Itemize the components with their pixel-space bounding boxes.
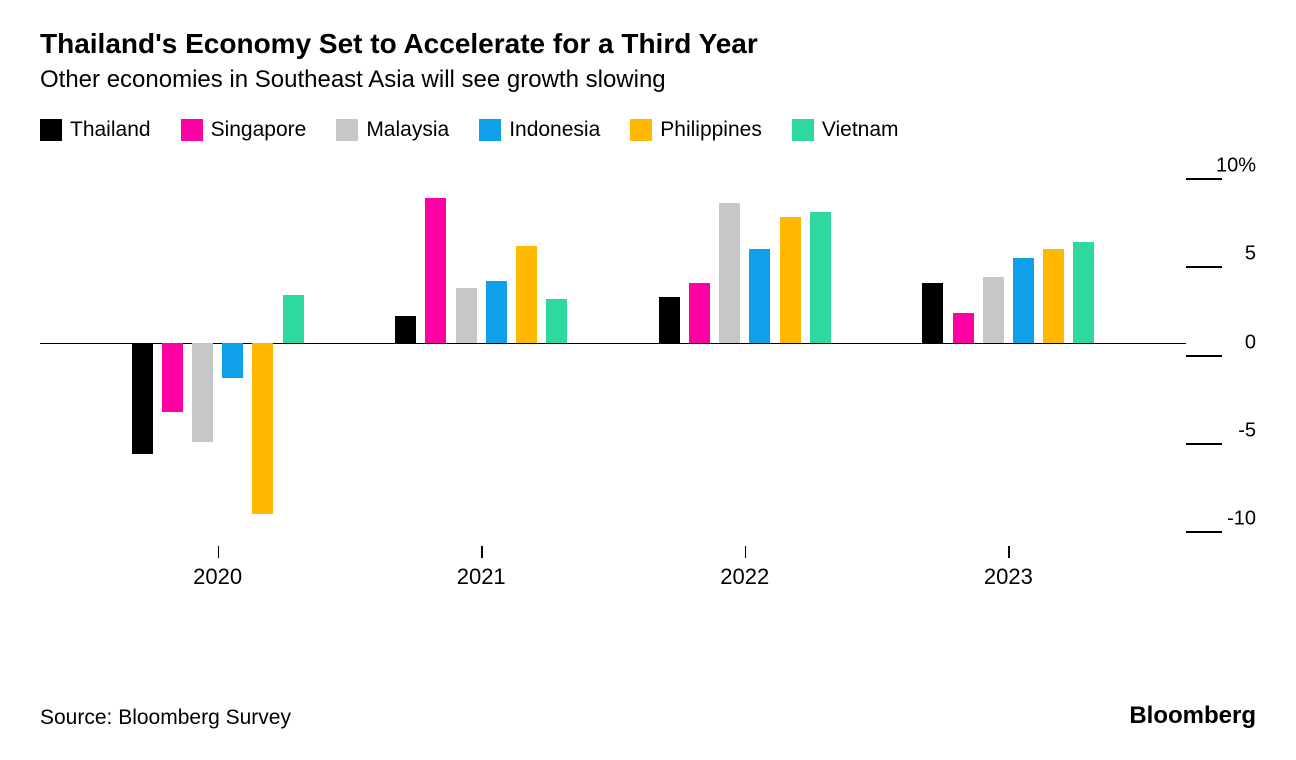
legend-item: Singapore: [181, 118, 307, 142]
y-axis-tick: [1186, 355, 1222, 357]
source-text: Source: Bloomberg Survey: [40, 706, 291, 730]
x-axis-label: 2021: [457, 564, 506, 590]
legend: Thailand Singapore Malaysia Indonesia Philip…: [40, 118, 1256, 142]
bar: [810, 212, 831, 343]
legend-label: Indonesia: [509, 118, 600, 142]
y-axis-label: -5: [1196, 420, 1256, 443]
legend-label: Singapore: [211, 118, 307, 142]
bar: [486, 281, 507, 343]
bar: [689, 283, 710, 343]
chart-area: 10%50-5-102020202120222023: [40, 166, 1186, 596]
bar: [780, 217, 801, 342]
x-axis-tick: [218, 546, 220, 558]
chart-title: Thailand's Economy Set to Accelerate for…: [40, 28, 1256, 60]
bar: [425, 198, 446, 343]
bar: [922, 283, 943, 343]
legend-item: Philippines: [630, 118, 762, 142]
bar: [222, 343, 243, 378]
y-axis-tick: [1186, 266, 1222, 268]
legend-item: Vietnam: [792, 118, 899, 142]
legend-swatch: [40, 119, 62, 141]
chart-footer: Source: Bloomberg Survey Bloomberg: [40, 702, 1256, 730]
legend-label: Thailand: [70, 118, 151, 142]
x-axis-label: 2023: [984, 564, 1033, 590]
x-axis-label: 2022: [720, 564, 769, 590]
bar: [192, 343, 213, 442]
bar: [516, 246, 537, 343]
y-axis-label: -10: [1196, 508, 1256, 531]
bar: [132, 343, 153, 454]
legend-swatch: [336, 119, 358, 141]
legend-item: Indonesia: [479, 118, 600, 142]
bar: [395, 316, 416, 343]
legend-label: Philippines: [660, 118, 762, 142]
y-axis-tick: [1186, 443, 1222, 445]
legend-label: Vietnam: [822, 118, 899, 142]
chart-subtitle: Other economies in Southeast Asia will s…: [40, 66, 1256, 94]
y-axis-label: 5: [1196, 243, 1256, 266]
bar: [719, 203, 740, 343]
x-axis-tick: [1008, 546, 1010, 558]
bar: [546, 299, 567, 343]
legend-swatch: [792, 119, 814, 141]
legend-item: Thailand: [40, 118, 151, 142]
bar: [162, 343, 183, 412]
y-axis-label: 10%: [1196, 155, 1256, 178]
bar: [283, 295, 304, 343]
x-axis-tick: [481, 546, 483, 558]
plot-area: 10%50-5-102020202120222023: [40, 166, 1186, 546]
bar: [456, 288, 477, 343]
legend-swatch: [181, 119, 203, 141]
bar: [1073, 242, 1094, 343]
brand-logo: Bloomberg: [1129, 702, 1256, 730]
bar: [983, 277, 1004, 342]
legend-label: Malaysia: [366, 118, 449, 142]
legend-swatch: [630, 119, 652, 141]
bar: [659, 297, 680, 343]
x-axis-label: 2020: [193, 564, 242, 590]
bar: [1043, 249, 1064, 343]
bar: [749, 249, 770, 343]
legend-swatch: [479, 119, 501, 141]
bar: [1013, 258, 1034, 343]
y-axis-label: 0: [1196, 331, 1256, 354]
bar: [252, 343, 273, 514]
legend-item: Malaysia: [336, 118, 449, 142]
bar: [953, 313, 974, 343]
y-axis-tick: [1186, 178, 1222, 180]
y-axis-tick: [1186, 531, 1222, 533]
x-axis-tick: [745, 546, 747, 558]
